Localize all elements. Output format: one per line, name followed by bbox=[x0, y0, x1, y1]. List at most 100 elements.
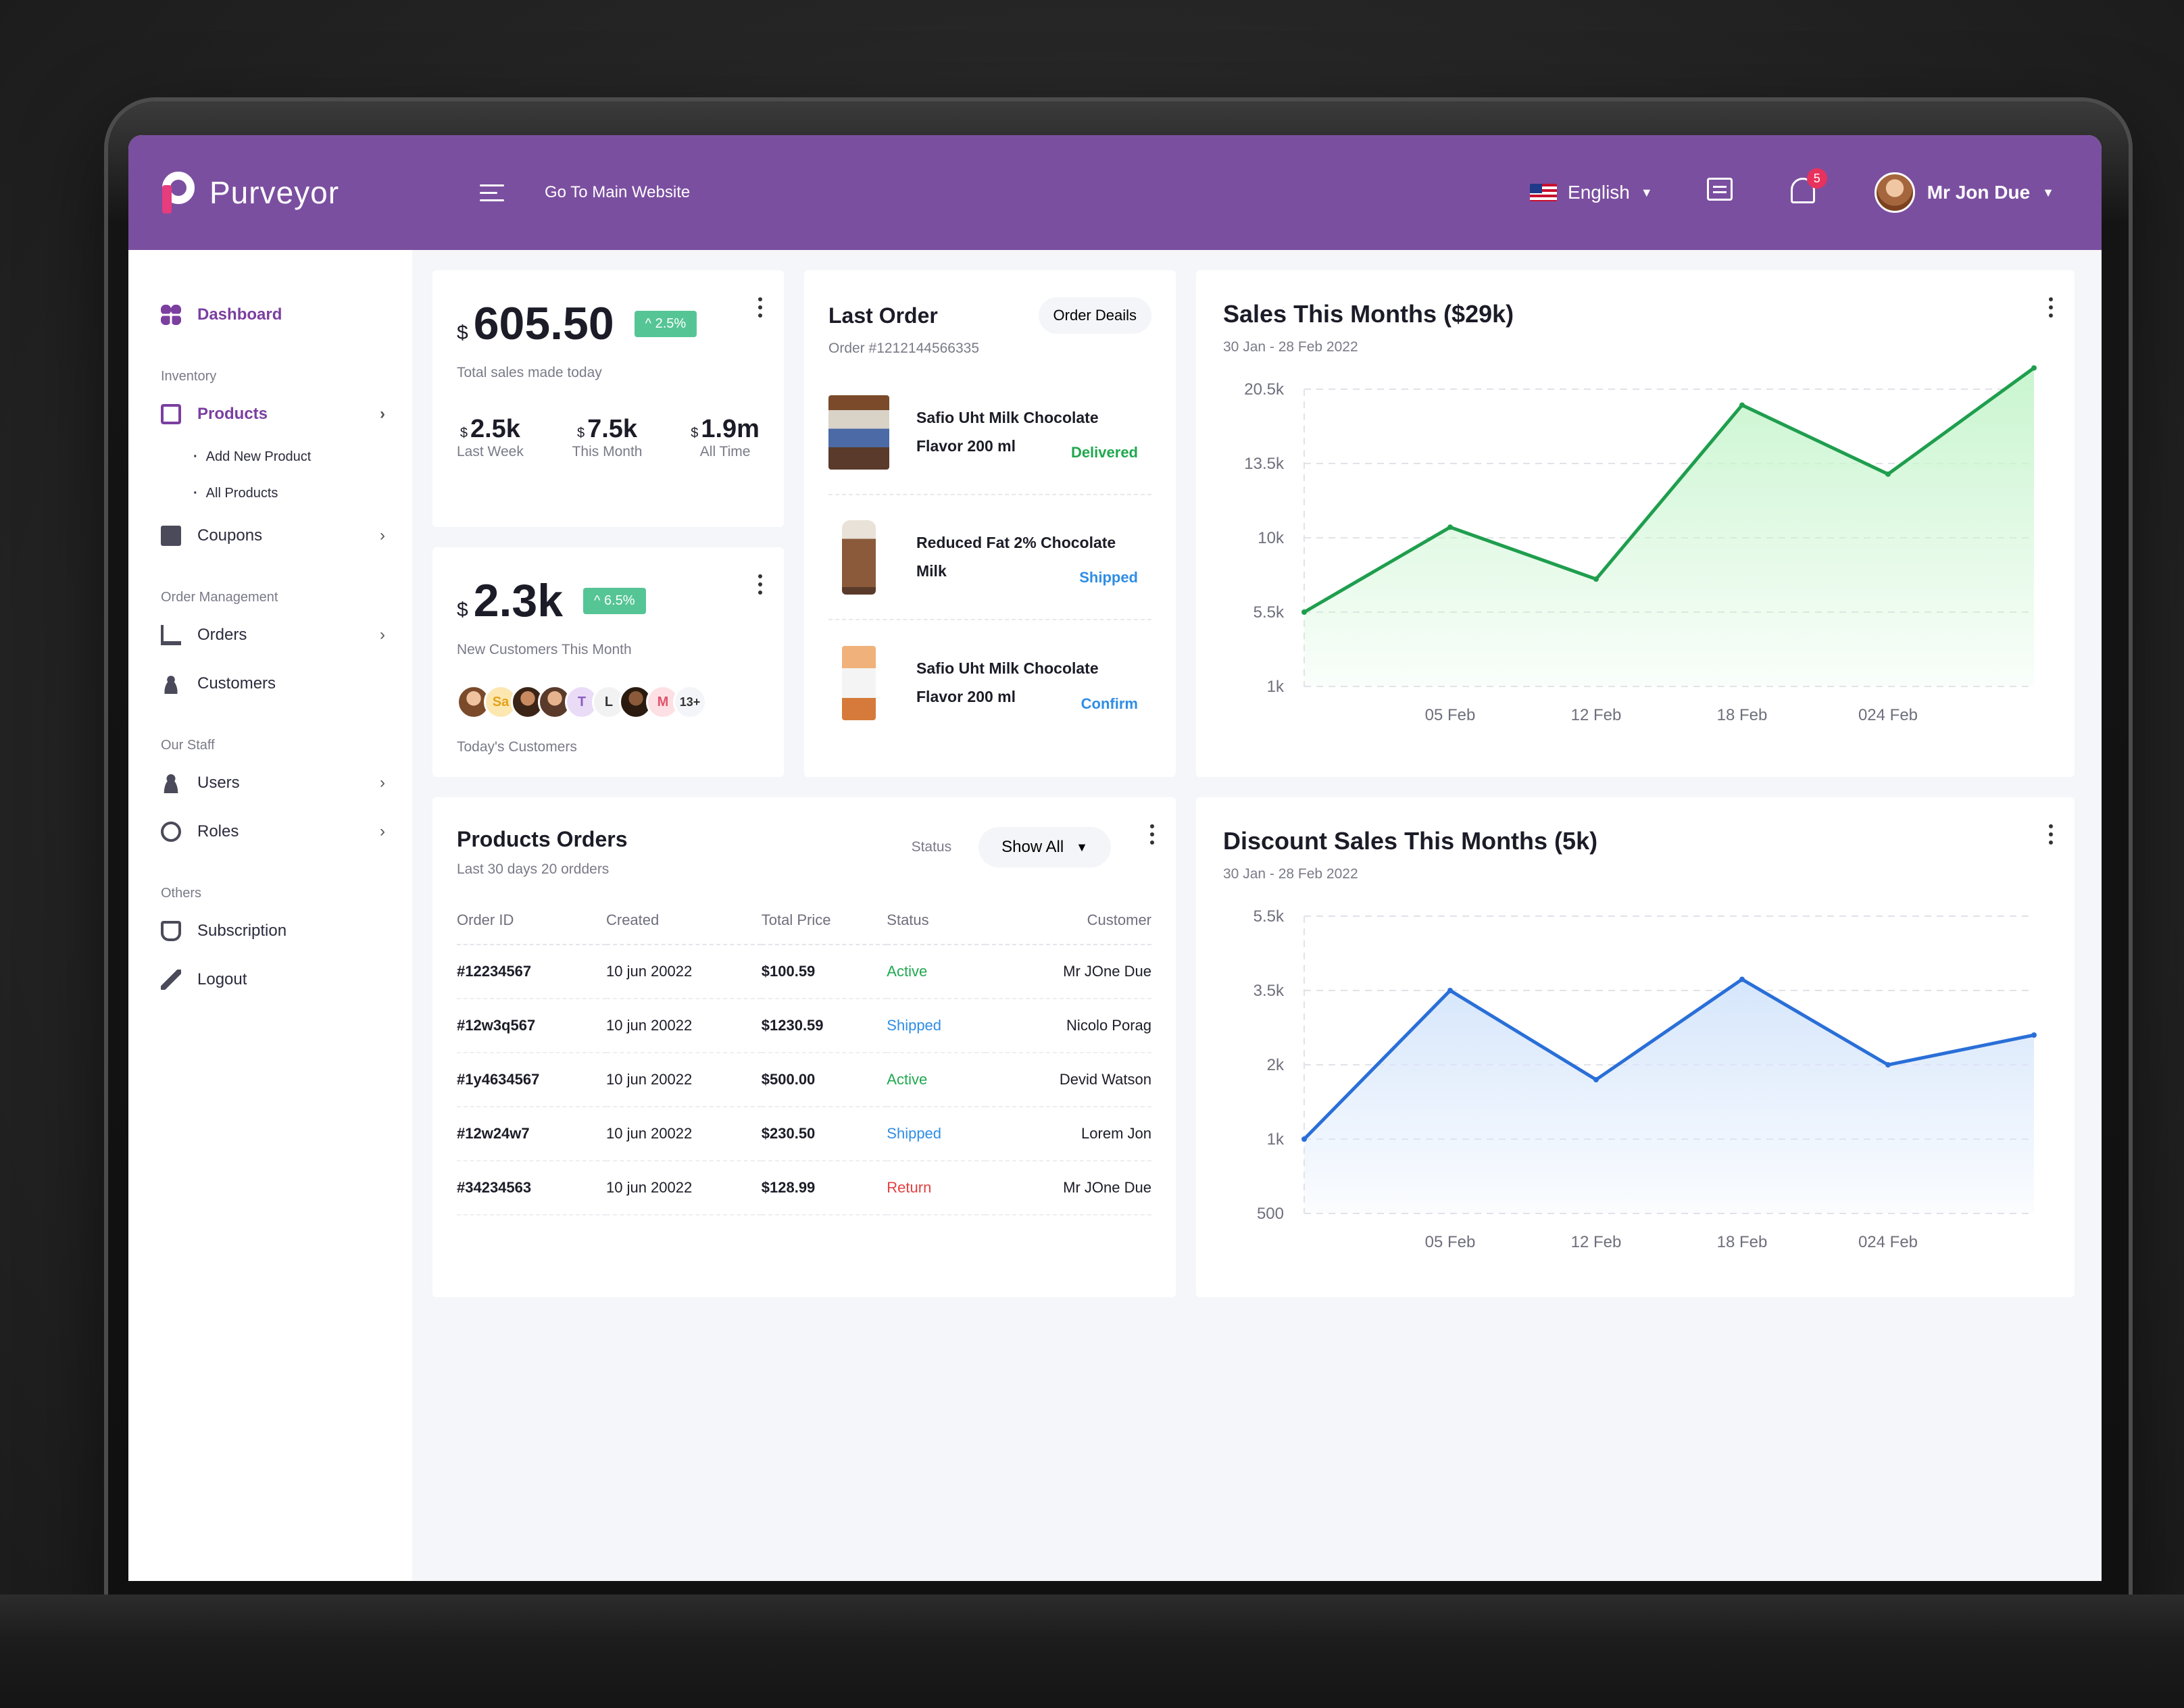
list-item[interactable]: Reduced Fat 2% Chocolate Milk Shipped bbox=[828, 495, 1151, 620]
sidebar-item-users[interactable]: Users › bbox=[161, 759, 412, 807]
sidebar-subitem-add-new-product[interactable]: Add New Product bbox=[161, 438, 412, 475]
order-details-button[interactable]: Order Deails bbox=[1038, 297, 1151, 334]
data-point[interactable] bbox=[1301, 1136, 1307, 1142]
avatar[interactable]: L bbox=[592, 685, 626, 719]
data-point[interactable] bbox=[1593, 576, 1599, 582]
customers-total: $2.3k bbox=[457, 575, 564, 626]
more-customers-count[interactable]: 13+ bbox=[673, 685, 707, 719]
table-row[interactable]: #12234567 10 jun 20022 $100.59 Active Mr… bbox=[457, 945, 1151, 999]
chevron-down-icon: ▼ bbox=[1076, 840, 1088, 854]
x-tick-label: 05 Feb bbox=[1425, 706, 1476, 724]
section-order-management: Order Management bbox=[161, 590, 278, 605]
data-point[interactable] bbox=[1739, 402, 1745, 408]
discount-area-chart: 5.5k 3.5k 2k 1k 500 05 Feb 12 Feb 18 Feb 024 Feb bbox=[1254, 907, 2037, 1251]
table-row[interactable]: #34234563 10 jun 20022 $128.99 Return Mr… bbox=[457, 1161, 1151, 1215]
order-status: Shipped bbox=[887, 999, 986, 1053]
series-line bbox=[1303, 366, 2035, 614]
data-point[interactable] bbox=[2031, 365, 2037, 371]
y-tick-label: 20.5k bbox=[1244, 380, 1285, 399]
sidebar-item-dashboard[interactable]: Dashboard bbox=[161, 291, 412, 339]
total-sales-card: $605.50 ^ 2.5% Total sales made today $2… bbox=[432, 270, 784, 527]
more-options-icon[interactable] bbox=[1150, 824, 1156, 845]
main-website-link[interactable]: Go To Main Website bbox=[545, 183, 691, 201]
x-tick-label: 024 Feb bbox=[1858, 1233, 1918, 1251]
sidebar-item-label: Customers bbox=[197, 674, 276, 693]
language-label: English bbox=[1568, 182, 1630, 203]
notifications-button[interactable]: 5 bbox=[1790, 168, 1827, 207]
data-point[interactable] bbox=[2031, 1032, 2037, 1038]
sidebar-item-roles[interactable]: Roles › bbox=[161, 807, 412, 856]
logo-icon bbox=[162, 172, 197, 214]
order-id: #12234567 bbox=[457, 945, 606, 999]
more-options-icon[interactable] bbox=[2049, 824, 2054, 845]
sidebar-item-orders[interactable]: Orders › bbox=[161, 611, 412, 659]
column-header[interactable]: Total Price bbox=[761, 911, 887, 945]
sales-caption: Total sales made today bbox=[457, 365, 602, 380]
messages-button[interactable] bbox=[1706, 178, 1737, 207]
order-price: $1230.59 bbox=[761, 999, 887, 1053]
order-status: Shipped bbox=[1079, 569, 1138, 586]
more-options-icon[interactable] bbox=[758, 297, 764, 318]
table-row[interactable]: #12w24w7 10 jun 20022 $230.50 Shipped Lo… bbox=[457, 1107, 1151, 1161]
sidebar-item-logout[interactable]: Logout bbox=[161, 955, 412, 1004]
chevron-right-icon: › bbox=[380, 526, 385, 545]
chevron-down-icon: ▼ bbox=[2042, 185, 2054, 199]
sidebar-subitem-all-products[interactable]: All Products bbox=[161, 475, 412, 511]
chat-icon bbox=[1706, 178, 1733, 201]
table-row[interactable]: #1y4634567 10 jun 20022 $500.00 Active D… bbox=[457, 1053, 1151, 1107]
language-selector[interactable]: English ▼ bbox=[1530, 182, 1653, 203]
sidebar-item-coupons[interactable]: Coupons › bbox=[161, 511, 412, 560]
order-created: 10 jun 20022 bbox=[605, 1161, 762, 1215]
product-image bbox=[828, 395, 889, 470]
sidebar-item-products[interactable]: Products › bbox=[161, 390, 412, 438]
column-header[interactable]: Customer bbox=[985, 911, 1151, 945]
y-tick-label: 13.5k bbox=[1244, 455, 1285, 473]
product-image bbox=[842, 645, 876, 720]
data-point[interactable] bbox=[1593, 1077, 1599, 1082]
more-options-icon[interactable] bbox=[2049, 297, 2054, 318]
table-row[interactable]: #12w3q567 10 jun 20022 $1230.59 Shipped … bbox=[457, 999, 1151, 1053]
sidebar-item-label: Products bbox=[197, 405, 268, 423]
x-tick-label: 18 Feb bbox=[1717, 706, 1768, 724]
y-tick-label: 1k bbox=[1267, 678, 1285, 696]
data-point[interactable] bbox=[1739, 976, 1745, 982]
data-point[interactable] bbox=[1447, 524, 1453, 530]
order-created: 10 jun 20022 bbox=[605, 1107, 762, 1161]
sidebar-item-subscription[interactable]: Subscription bbox=[161, 907, 412, 955]
x-tick-label: 024 Feb bbox=[1858, 706, 1918, 724]
data-point[interactable] bbox=[1447, 988, 1453, 993]
y-tick-label: 500 bbox=[1257, 1205, 1284, 1223]
order-id: #12w3q567 bbox=[457, 999, 606, 1053]
sidebar-item-customers[interactable]: Customers bbox=[161, 659, 412, 708]
sidebar-item-label: Roles bbox=[197, 822, 239, 840]
list-item[interactable]: Safio Uht Milk Chocolate Flavor 200 ml C… bbox=[828, 620, 1151, 745]
last-order-card: Last Order Order Deails Order #121214456… bbox=[804, 270, 1176, 777]
brand-name: Purveyor bbox=[209, 175, 340, 210]
data-point[interactable] bbox=[1885, 471, 1891, 477]
customers-change-badge: ^ 6.5% bbox=[583, 587, 646, 614]
product-orders-card: Products Orders Last 30 days 20 ordders … bbox=[432, 797, 1176, 1297]
order-status: Confirm bbox=[1081, 695, 1138, 712]
data-point[interactable] bbox=[1885, 1062, 1891, 1068]
order-status: Shipped bbox=[887, 1107, 986, 1161]
user-menu[interactable]: Mr Jon Due ▼ bbox=[1874, 172, 2054, 213]
order-status: Active bbox=[887, 945, 986, 999]
top-right-controls: English ▼ 5 Mr Jon Due ▼ bbox=[1530, 168, 2102, 213]
data-point[interactable] bbox=[1301, 609, 1307, 615]
order-price: $128.99 bbox=[761, 1161, 887, 1215]
user-icon bbox=[161, 773, 181, 793]
y-tick-label: 5.5k bbox=[1254, 907, 1285, 926]
list-item[interactable]: Safio Uht Milk Chocolate Flavor 200 ml D… bbox=[828, 370, 1151, 495]
sidebar-item-label: Subscription bbox=[197, 922, 287, 940]
more-options-icon[interactable] bbox=[758, 574, 764, 595]
status-filter-dropdown[interactable]: Show All ▼ bbox=[978, 827, 1111, 868]
column-header[interactable]: Status bbox=[887, 911, 986, 945]
product-image bbox=[842, 520, 876, 595]
sales-stats: $2.5k Last Week $7.5k This Month $1.9m A… bbox=[457, 415, 760, 460]
shield-icon bbox=[161, 921, 181, 941]
brand-logo[interactable]: Purveyor bbox=[128, 172, 419, 214]
sales-area-chart: 20.5k 13.5k 10k 5.5k 1k 05 Feb 12 Feb 18 Feb 024… bbox=[1244, 365, 2037, 724]
menu-icon[interactable] bbox=[480, 184, 504, 201]
column-header[interactable]: Created bbox=[605, 911, 762, 945]
column-header[interactable]: Order ID bbox=[457, 911, 606, 945]
